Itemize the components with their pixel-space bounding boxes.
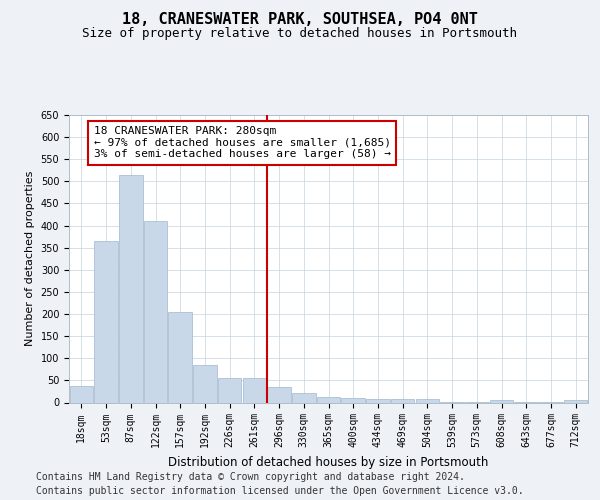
- Bar: [341, 398, 365, 402]
- Text: Contains HM Land Registry data © Crown copyright and database right 2024.: Contains HM Land Registry data © Crown c…: [36, 472, 465, 482]
- Bar: [564, 400, 587, 402]
- Bar: [119, 174, 143, 402]
- X-axis label: Distribution of detached houses by size in Portsmouth: Distribution of detached houses by size …: [169, 456, 488, 469]
- Bar: [193, 365, 217, 403]
- Bar: [169, 312, 192, 402]
- Bar: [218, 378, 241, 402]
- Text: 18, CRANESWATER PARK, SOUTHSEA, PO4 0NT: 18, CRANESWATER PARK, SOUTHSEA, PO4 0NT: [122, 12, 478, 28]
- Bar: [490, 400, 513, 402]
- Y-axis label: Number of detached properties: Number of detached properties: [25, 171, 35, 346]
- Bar: [70, 386, 93, 402]
- Bar: [366, 399, 389, 402]
- Bar: [391, 399, 415, 402]
- Text: Size of property relative to detached houses in Portsmouth: Size of property relative to detached ho…: [83, 28, 517, 40]
- Bar: [94, 241, 118, 402]
- Text: Contains public sector information licensed under the Open Government Licence v3: Contains public sector information licen…: [36, 486, 524, 496]
- Text: 18 CRANESWATER PARK: 280sqm
← 97% of detached houses are smaller (1,685)
3% of s: 18 CRANESWATER PARK: 280sqm ← 97% of det…: [94, 126, 391, 160]
- Bar: [292, 393, 316, 402]
- Bar: [242, 378, 266, 402]
- Bar: [144, 221, 167, 402]
- Bar: [416, 399, 439, 402]
- Bar: [317, 397, 340, 402]
- Bar: [268, 387, 291, 402]
